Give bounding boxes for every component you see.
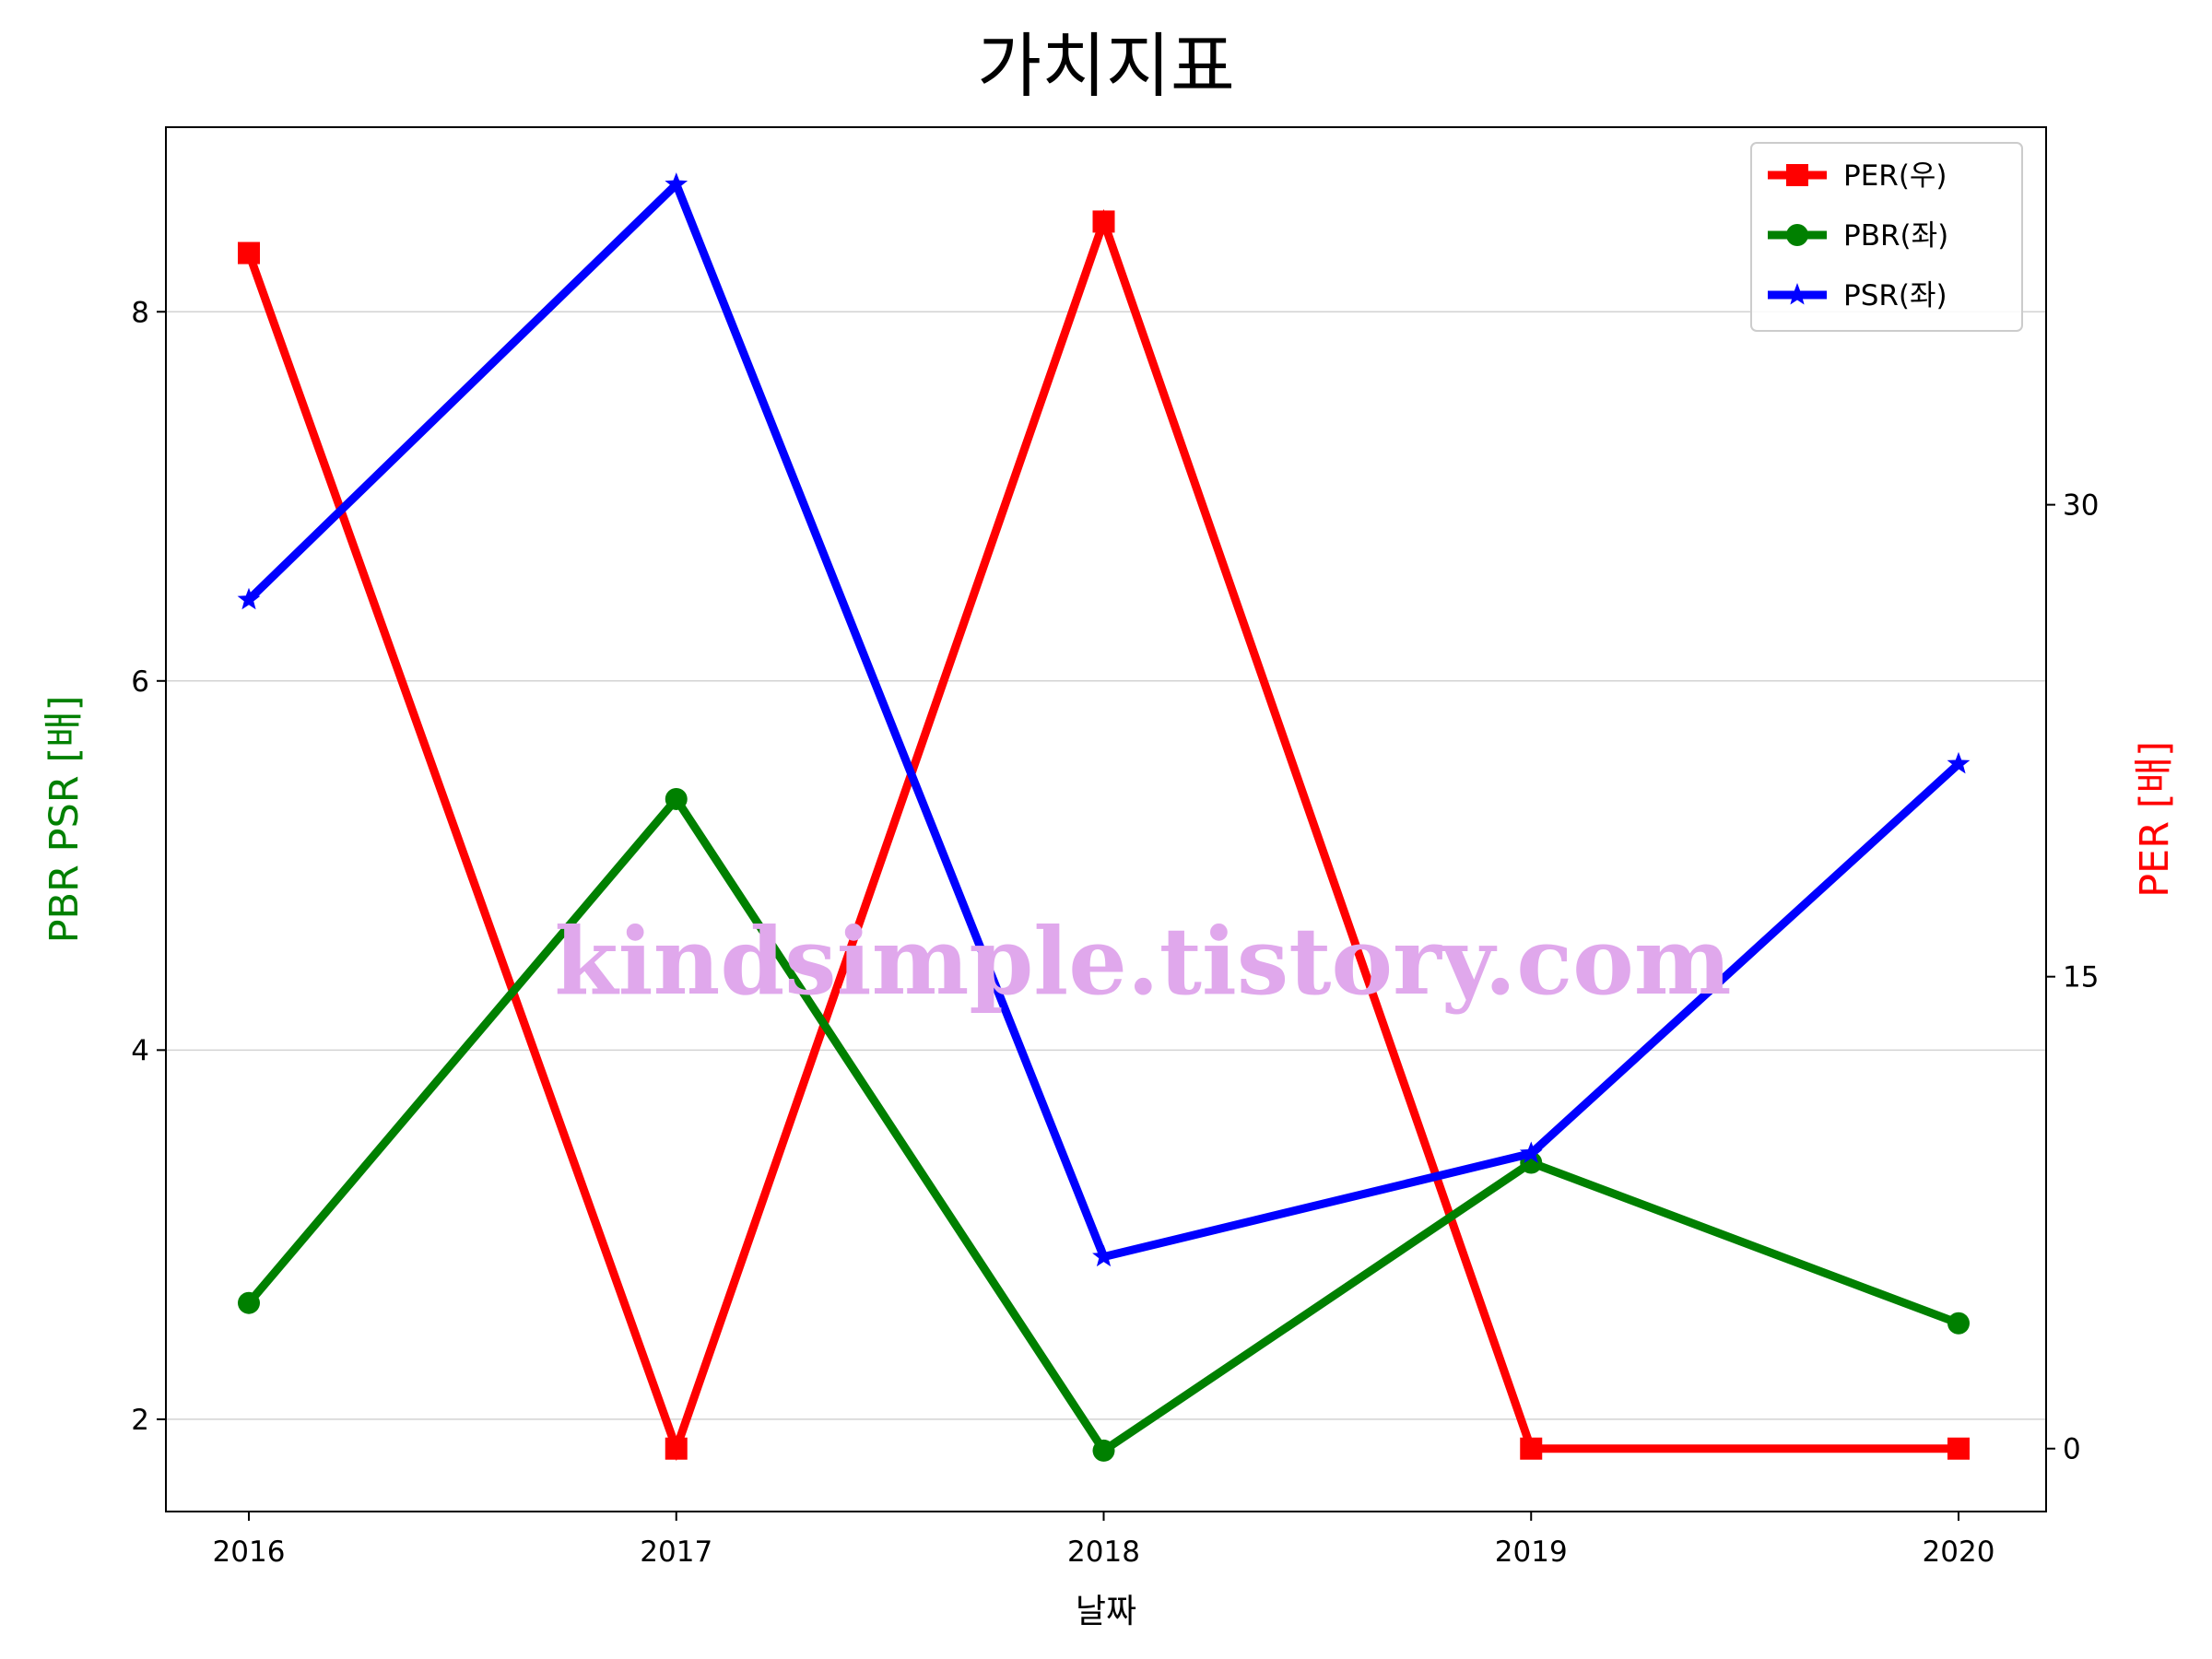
y-left-tick-label: 6 [131,665,149,699]
y-left-tick-label: 2 [131,1404,149,1437]
y-axis-left: 2 4 6 8 [131,296,166,1437]
y-right-tick-label: 0 [2063,1433,2081,1466]
series-layer [237,172,1971,1462]
y-left-tick-label: 4 [131,1034,149,1067]
data-point-square [1520,1437,1543,1460]
x-tick-label: 2016 [213,1535,286,1569]
y-axis-left-title: PBR PSR [배] [41,696,88,944]
data-point-star [665,172,688,194]
data-point-square [1947,1437,1970,1460]
legend-label: PER(우) [1843,159,1947,193]
x-tick-label: 2019 [1495,1535,1568,1569]
x-tick-label: 2017 [640,1535,712,1569]
legend-marker [1786,224,1808,246]
legend-label: PSR(좌) [1843,279,1947,312]
x-axis-title: 날짜 [1076,1593,1136,1630]
y-axis-right-title: PER [배] [2132,741,2178,898]
chart-title: 가치지표 [977,25,1235,107]
data-point-square [1092,210,1115,233]
x-tick-label: 2018 [1067,1535,1140,1569]
x-tick-label: 2020 [1923,1535,1995,1569]
legend-marker [1785,283,1809,305]
legend: PER(우) PBR(좌) PSR(좌) [1750,142,2023,332]
data-point-circle [1092,1439,1115,1462]
data-point-circle [1947,1312,1970,1335]
watermark: kindsimple.tistory.com [554,907,1731,1016]
data-point-star [1519,1141,1543,1163]
data-point-star [237,587,261,610]
data-point-circle [665,787,688,810]
data-point-square [238,241,260,265]
x-axis: 2016 2017 2018 2019 2020 [213,1512,1995,1569]
legend-marker [1786,164,1808,186]
y-left-tick-label: 8 [131,296,149,329]
plot-frame [165,126,2047,1512]
grid-lines [166,311,2046,1420]
data-point-star [1092,1244,1115,1267]
legend-box [1750,142,2023,332]
data-point-circle [238,1291,260,1314]
data-point-square [665,1437,688,1460]
y-axis-right: 0 15 30 [2046,489,2099,1466]
y-right-tick-label: 30 [2063,489,2099,523]
data-point-star [1947,751,1971,774]
legend-label: PBR(좌) [1843,219,1948,253]
y-right-tick-label: 15 [2063,961,2099,994]
